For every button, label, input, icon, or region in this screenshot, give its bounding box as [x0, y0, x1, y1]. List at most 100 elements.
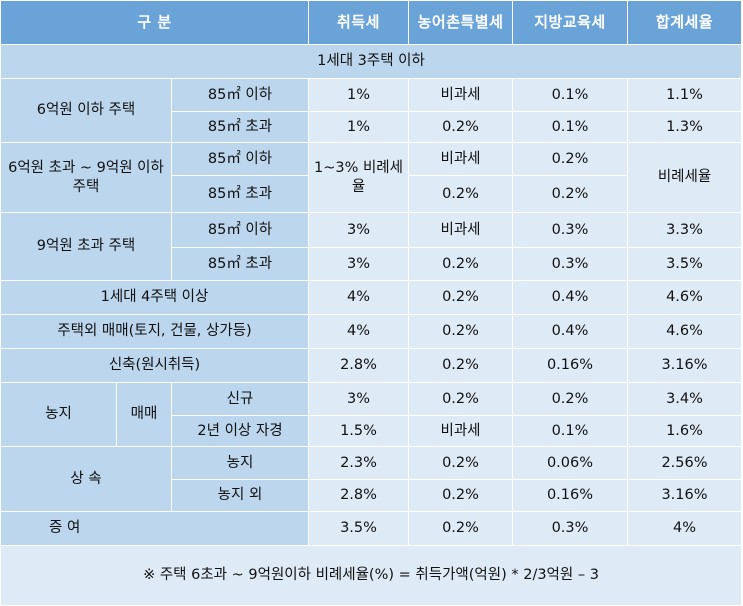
rural-cell: 0.2%	[408, 348, 513, 383]
table-row: 85㎡ 초과 0.2% 0.2%	[1, 175, 742, 213]
table-row: 농지 매매 신규 3% 0.2% 0.2% 3.4%	[0, 382, 742, 447]
size-cell: 85㎡ 초과	[171, 175, 309, 213]
table-row: 1세대 4주택 이상 4% 0.2% 0.4% 4.6%	[0, 280, 742, 315]
acq-cell: 2.8%	[308, 348, 409, 383]
edu-cell: 0.4%	[512, 314, 628, 349]
row-label-new-build: 신축(원시취득)	[0, 348, 309, 383]
acq-cell: 1.5%	[308, 415, 409, 447]
total-cell: 1.3%	[627, 111, 742, 143]
edu-cell: 0.4%	[512, 280, 628, 315]
table-row: 신축(원시취득) 2.8% 0.2% 0.16% 3.16%	[0, 348, 742, 383]
rural-cell: 0.2%	[408, 280, 513, 315]
edu-cell: 0.3%	[512, 511, 628, 546]
row-label-4plus-homes: 1세대 4주택 이상	[0, 280, 309, 315]
rural-cell: 0.2%	[408, 314, 513, 349]
rural-cell: 0.2%	[408, 446, 513, 480]
row-label-farmland: 농지	[0, 382, 117, 447]
table-row: 상 속 농지 2.3% 0.2% 0.06% 2.56%	[0, 446, 742, 512]
rural-cell: 비과세	[408, 78, 513, 112]
rural-cell: 0.2%	[408, 511, 513, 546]
footnote: ※ 주택 6초과 ~ 9억원이하 비례세율(%) = 취득가액(억원) * 2/…	[0, 545, 742, 606]
footnote-row: ※ 주택 6초과 ~ 9억원이하 비례세율(%) = 취득가액(억원) * 2/…	[0, 545, 742, 606]
total-cell: 3.3%	[627, 212, 742, 248]
acq-cell: 4%	[308, 280, 409, 315]
table-row: 85㎡ 초과 1% 0.2% 0.1% 1.3%	[1, 111, 742, 143]
size-cell: 85㎡ 초과	[171, 111, 309, 143]
total-cell: 3.16%	[627, 479, 742, 512]
row-label-non-housing: 주택외 매매(토지, 건물, 상가등)	[0, 314, 309, 349]
edu-cell: 0.3%	[512, 247, 628, 281]
type-cell: 농지	[171, 446, 309, 480]
edu-cell: 0.2%	[512, 382, 628, 416]
edu-cell: 0.16%	[512, 348, 628, 383]
acq-cell: 1%	[308, 111, 409, 143]
total-proportional-cell: 비례세율	[627, 142, 742, 213]
type-cell: 농지 외	[171, 479, 309, 512]
rural-cell: 0.2%	[408, 382, 513, 416]
row-label-600m-900m: 6억원 초과 ~ 9억원 이하 주택	[0, 142, 172, 213]
table-row: 6억원 초과 ~ 9억원 이하 주택 85㎡ 이하 1~3% 비례세율 비과세 …	[0, 142, 742, 213]
size-cell: 85㎡ 이하	[171, 78, 309, 112]
acq-cell: 2.3%	[308, 446, 409, 480]
header-total-tax-rate: 합계세율	[627, 0, 742, 45]
acq-cell: 3.5%	[308, 511, 409, 546]
section-row: 1세대 3주택 이하	[0, 44, 742, 79]
edu-cell: 0.1%	[512, 78, 628, 112]
rural-cell: 비과세	[408, 212, 513, 248]
total-cell: 3.4%	[627, 382, 742, 416]
rural-cell: 비과세	[408, 415, 513, 447]
total-cell: 1.1%	[627, 78, 742, 112]
edu-cell: 0.16%	[512, 479, 628, 512]
header-local-education-tax: 지방교육세	[512, 0, 628, 45]
acq-cell: 3%	[308, 382, 409, 416]
edu-cell: 0.2%	[512, 175, 628, 213]
type-cell: 2년 이상 자경	[171, 415, 309, 447]
rural-cell: 0.2%	[408, 479, 513, 512]
edu-cell: 0.2%	[512, 142, 628, 176]
table-row: 주택외 매매(토지, 건물, 상가등) 4% 0.2% 0.4% 4.6%	[0, 314, 742, 349]
row-label-inheritance: 상 속	[0, 446, 172, 512]
total-cell: 4.6%	[627, 280, 742, 315]
edu-cell: 0.1%	[512, 111, 628, 143]
edu-cell: 0.1%	[512, 415, 628, 447]
total-cell: 1.6%	[627, 415, 742, 447]
rural-cell: 0.2%	[408, 175, 513, 213]
rural-cell: 비과세	[408, 142, 513, 176]
total-cell: 2.56%	[627, 446, 742, 480]
header-acquisition-tax: 취득세	[308, 0, 409, 45]
acq-cell: 1%	[308, 78, 409, 112]
edu-cell: 0.06%	[512, 446, 628, 480]
acq-cell: 3%	[308, 212, 409, 248]
size-cell: 85㎡ 이하	[171, 142, 309, 176]
total-cell: 4%	[627, 511, 742, 546]
table-row: 85㎡ 초과 3% 0.2% 0.3% 3.5%	[1, 247, 742, 281]
row-label-over-900m: 9억원 초과 주택	[0, 212, 172, 281]
table-row: 6억원 이하 주택 85㎡ 이하 1% 비과세 0.1% 1.1%	[0, 78, 742, 143]
rural-cell: 0.2%	[408, 111, 513, 143]
row-label-under-600m: 6억원 이하 주택	[0, 78, 172, 143]
header-rural-special-tax: 농어촌특별세	[408, 0, 513, 45]
size-cell: 85㎡ 이하	[171, 212, 309, 248]
total-cell: 4.6%	[627, 314, 742, 349]
table-row: 증 여 3.5% 0.2% 0.3% 4%	[0, 511, 742, 546]
rural-cell: 0.2%	[408, 247, 513, 281]
header-category: 구 분	[0, 0, 309, 45]
edu-cell: 0.3%	[512, 212, 628, 248]
total-cell: 3.5%	[627, 247, 742, 281]
table-header-row: 구 분 취득세 농어촌특별세 지방교육세 합계세율	[0, 0, 742, 45]
table-row: 9억원 초과 주택 85㎡ 이하 3% 비과세 0.3% 3.3%	[0, 212, 742, 281]
size-cell: 85㎡ 초과	[171, 247, 309, 281]
type-cell: 신규	[171, 382, 309, 416]
total-cell: 3.16%	[627, 348, 742, 383]
acq-cell: 2.8%	[308, 479, 409, 512]
row-label-gift: 증 여	[0, 511, 309, 546]
acq-proportional-cell: 1~3% 비례세율	[308, 142, 409, 213]
table-row: 2년 이상 자경 1.5% 비과세 0.1% 1.6%	[1, 415, 742, 447]
table-row: 농지 외 2.8% 0.2% 0.16% 3.16%	[1, 479, 742, 512]
row-label-farmland-sale: 매매	[116, 382, 172, 447]
acq-cell: 3%	[308, 247, 409, 281]
section-1household-3homes: 1세대 3주택 이하	[0, 44, 742, 79]
acq-cell: 4%	[308, 314, 409, 349]
